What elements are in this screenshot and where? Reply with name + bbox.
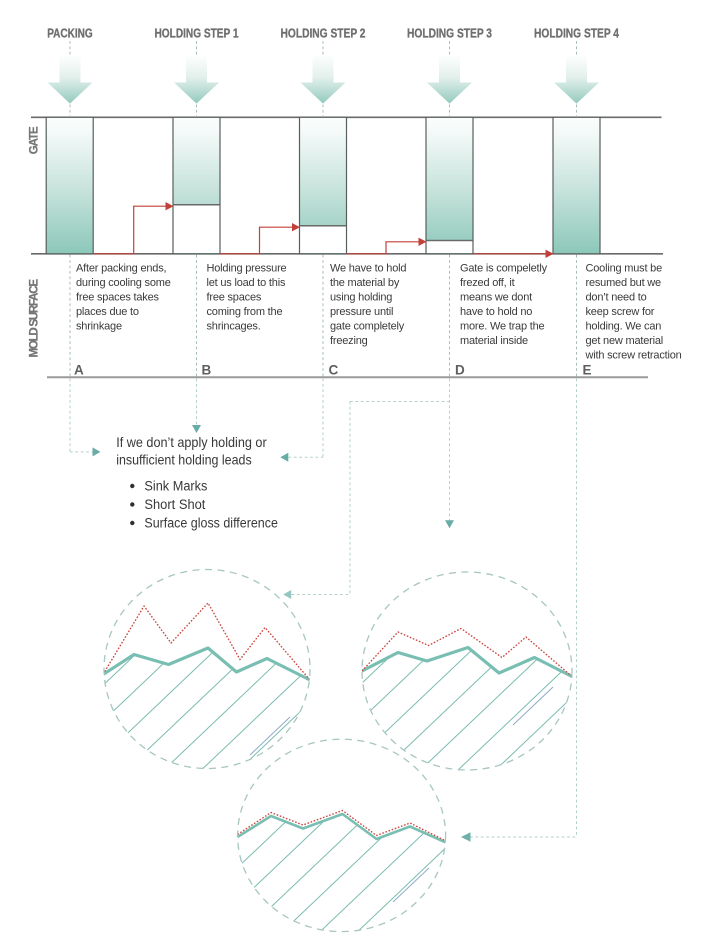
svg-text:shrinkage: shrinkage — [76, 320, 122, 332]
svg-text:insufficient holding leads: insufficient holding leads — [116, 452, 252, 468]
svg-text:don’t need to: don’t need to — [586, 291, 647, 303]
svg-text:D: D — [455, 363, 465, 378]
svg-text:E: E — [583, 363, 592, 378]
svg-text:free spaces: free spaces — [207, 291, 262, 303]
svg-text:freezing: freezing — [330, 335, 368, 347]
svg-text:Short Shot: Short Shot — [144, 497, 205, 512]
svg-text:get new material: get new material — [586, 335, 664, 347]
svg-text:more. We trap the: more. We trap the — [460, 320, 545, 332]
svg-text:HOLDING STEP 4: HOLDING STEP 4 — [534, 27, 619, 41]
svg-text:pressure until: pressure until — [330, 306, 393, 318]
svg-text:frezed off, it: frezed off, it — [460, 277, 515, 289]
svg-text:holding. We can: holding. We can — [586, 320, 662, 332]
svg-text:using holding: using holding — [330, 291, 392, 303]
svg-text:HOLDING STEP 1: HOLDING STEP 1 — [155, 27, 239, 41]
svg-text:free spaces takes: free spaces takes — [76, 291, 160, 303]
svg-text:PACKING: PACKING — [47, 27, 92, 41]
svg-text:Holding pressure: Holding pressure — [207, 262, 287, 274]
svg-text:Gate is compeletly: Gate is compeletly — [460, 262, 548, 274]
svg-text:the material by: the material by — [330, 277, 400, 289]
svg-text:HOLDING STEP 3: HOLDING STEP 3 — [407, 27, 492, 41]
svg-text:Surface gloss difference: Surface gloss difference — [144, 515, 278, 530]
svg-text:have to hold no: have to hold no — [460, 306, 532, 318]
svg-text:B: B — [202, 363, 212, 378]
svg-text:let us load to this: let us load to this — [207, 277, 286, 289]
svg-text:Cooling must be: Cooling must be — [586, 262, 663, 274]
svg-text:We have to hold: We have to hold — [330, 262, 406, 274]
svg-text:If we don’t apply holding or: If we don’t apply holding or — [116, 434, 267, 450]
svg-text:Sink Marks: Sink Marks — [144, 478, 207, 493]
svg-text:C: C — [329, 363, 339, 378]
svg-text:gate completely: gate completely — [330, 320, 405, 332]
svg-text:MOLD SURFACE: MOLD SURFACE — [28, 279, 40, 358]
svg-text:After packing ends,: After packing ends, — [76, 262, 167, 274]
svg-text:places due to: places due to — [76, 306, 139, 318]
svg-text:resumed but we: resumed but we — [586, 277, 662, 289]
svg-text:during cooling some: during cooling some — [76, 277, 171, 289]
svg-text:means we dont: means we dont — [460, 291, 532, 303]
svg-text:keep screw for: keep screw for — [586, 306, 655, 318]
svg-text:HOLDING STEP 2: HOLDING STEP 2 — [281, 27, 366, 41]
svg-text:shrincages.: shrincages. — [207, 320, 261, 332]
svg-text:coming from the: coming from the — [207, 306, 283, 318]
svg-text:material inside: material inside — [460, 335, 528, 347]
svg-text:GATE: GATE — [28, 126, 40, 154]
svg-text:with screw retraction: with screw retraction — [585, 349, 682, 361]
svg-text:A: A — [74, 363, 84, 378]
